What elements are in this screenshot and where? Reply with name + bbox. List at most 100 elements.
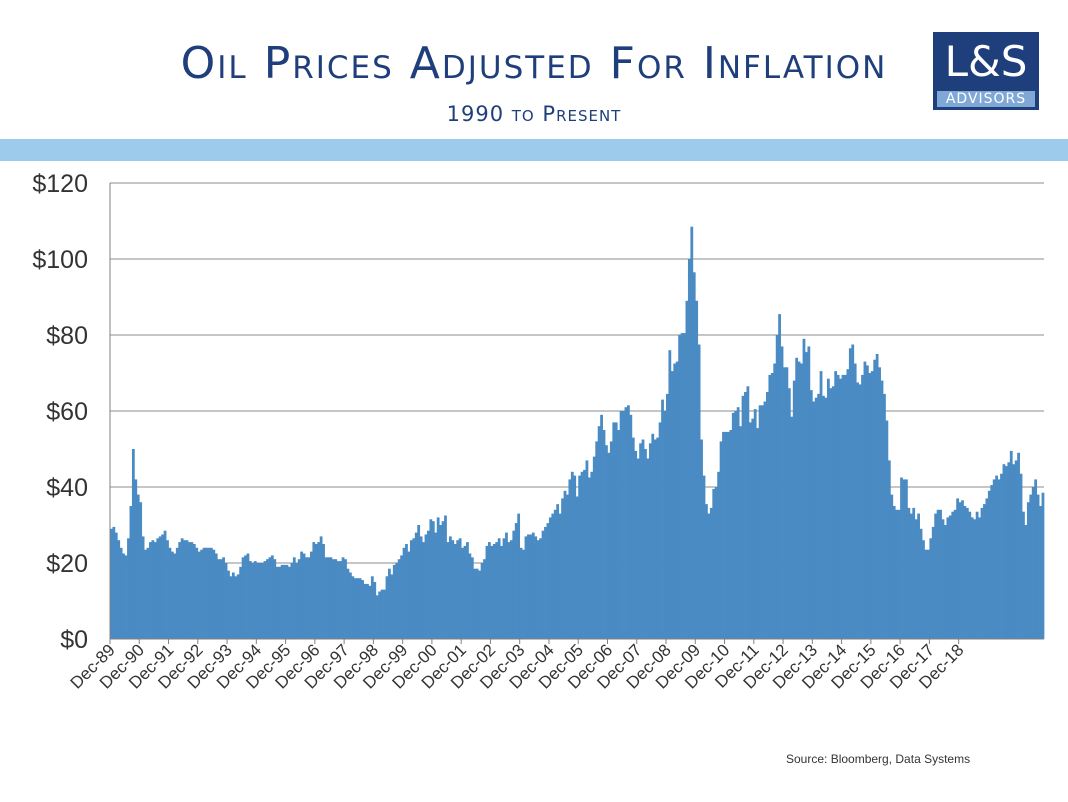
bar xyxy=(175,547,179,639)
bar xyxy=(583,469,586,639)
bar xyxy=(641,439,645,639)
bar xyxy=(170,551,174,639)
bar xyxy=(366,583,369,639)
bar xyxy=(553,509,557,639)
bar xyxy=(839,378,842,639)
bar xyxy=(231,572,235,639)
bar xyxy=(953,509,957,639)
bar xyxy=(385,576,389,639)
page-subtitle: 1990 to Present xyxy=(446,102,622,126)
bar xyxy=(212,549,216,639)
bar xyxy=(336,561,340,639)
bar xyxy=(585,460,589,639)
bar xyxy=(800,363,803,639)
bar xyxy=(922,540,925,639)
bar xyxy=(429,519,433,639)
bar xyxy=(941,519,945,639)
bar xyxy=(963,506,967,639)
bar xyxy=(1022,511,1025,639)
bar xyxy=(361,580,364,639)
bar xyxy=(327,557,330,639)
bar xyxy=(573,475,577,639)
bar xyxy=(707,513,711,639)
bar xyxy=(607,452,611,639)
bar xyxy=(348,572,352,639)
bar xyxy=(363,583,367,639)
y-tick-label: $40 xyxy=(46,474,88,502)
y-tick-label: $120 xyxy=(32,170,88,198)
y-tick-label: $20 xyxy=(46,550,88,578)
bar xyxy=(239,566,243,639)
bar xyxy=(812,401,816,639)
bar xyxy=(188,542,191,639)
bar xyxy=(617,430,621,639)
bar xyxy=(283,564,286,639)
bar xyxy=(863,361,867,639)
bar xyxy=(388,568,391,639)
bar xyxy=(524,536,528,639)
bar-series xyxy=(110,226,1045,639)
bar xyxy=(195,547,199,639)
bar xyxy=(463,545,467,639)
bar xyxy=(692,272,696,639)
bar xyxy=(202,547,206,639)
bar xyxy=(290,563,294,639)
bar xyxy=(1026,502,1030,639)
bar xyxy=(673,363,677,639)
bar xyxy=(829,388,833,639)
bar xyxy=(965,507,969,639)
bar xyxy=(895,509,899,639)
bar xyxy=(500,545,503,639)
bar xyxy=(209,547,213,639)
page-title: Oil Prices Adjusted For Inflation xyxy=(180,38,888,89)
bar xyxy=(700,439,703,639)
bar xyxy=(149,542,152,639)
bar xyxy=(695,300,699,639)
bar xyxy=(270,555,274,639)
bar xyxy=(697,344,701,639)
logo-wordmark: L&S xyxy=(944,37,1028,86)
bar xyxy=(344,559,347,639)
bar xyxy=(483,559,486,639)
bar xyxy=(905,479,908,639)
bar xyxy=(453,544,457,639)
bar xyxy=(446,542,450,639)
bar xyxy=(1024,525,1028,639)
bar xyxy=(995,475,999,639)
bar xyxy=(378,591,382,639)
bar xyxy=(624,407,628,639)
bar xyxy=(865,365,869,639)
bar xyxy=(207,547,211,639)
bar xyxy=(741,395,745,639)
bar xyxy=(185,540,189,639)
bar xyxy=(892,506,896,639)
bar xyxy=(251,563,255,639)
bar xyxy=(912,507,916,639)
bar xyxy=(858,384,862,639)
bar xyxy=(353,578,357,639)
bar xyxy=(580,471,584,639)
bar xyxy=(236,574,240,639)
bar xyxy=(114,532,118,639)
bar xyxy=(914,519,918,639)
bar xyxy=(944,525,947,639)
bar xyxy=(729,430,733,639)
bar xyxy=(527,534,530,639)
bar xyxy=(451,540,455,639)
bar xyxy=(278,566,282,639)
bar xyxy=(736,407,740,639)
bar xyxy=(1014,460,1018,639)
bar xyxy=(505,532,508,639)
bar xyxy=(1034,479,1038,639)
bar xyxy=(648,443,652,639)
y-tick-label: $60 xyxy=(46,398,88,426)
bar xyxy=(422,542,425,639)
y-tick-label: $0 xyxy=(60,626,88,654)
bar xyxy=(939,509,942,639)
bar xyxy=(568,479,572,639)
bar xyxy=(622,411,625,639)
bar xyxy=(151,540,155,639)
header-band xyxy=(0,139,1068,161)
bar xyxy=(856,382,860,639)
bar xyxy=(402,547,406,639)
